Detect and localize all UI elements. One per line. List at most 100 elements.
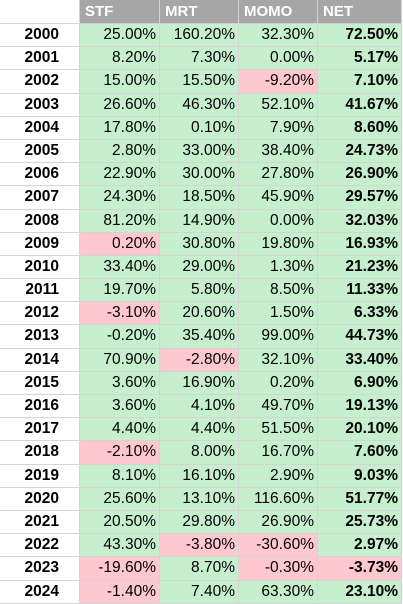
stf-value-cell[interactable]: 8.20%	[80, 47, 160, 71]
year-cell[interactable]: 2019	[0, 464, 80, 488]
momo-value-cell[interactable]: 63.30%	[239, 580, 318, 604]
year-cell[interactable]: 2013	[0, 325, 80, 349]
momo-value-cell[interactable]: 2.90%	[239, 464, 318, 488]
net-value-cell[interactable]: 23.10%	[318, 580, 402, 604]
stf-value-cell[interactable]: 17.80%	[80, 116, 160, 140]
momo-value-cell[interactable]: 27.80%	[239, 163, 318, 187]
momo-value-cell[interactable]: 99.00%	[239, 325, 318, 349]
stf-value-cell[interactable]: 25.00%	[80, 24, 160, 48]
year-cell[interactable]: 2006	[0, 163, 80, 187]
stf-value-cell[interactable]: 43.30%	[80, 534, 160, 558]
net-value-cell[interactable]: 51.77%	[318, 487, 402, 511]
year-cell[interactable]: 2020	[0, 487, 80, 511]
momo-value-cell[interactable]: 32.10%	[239, 348, 318, 372]
mrt-value-cell[interactable]: 4.10%	[160, 395, 239, 419]
stf-value-cell[interactable]: -0.20%	[80, 325, 160, 349]
stf-value-cell[interactable]: 24.30%	[80, 186, 160, 210]
momo-value-cell[interactable]: 49.70%	[239, 395, 318, 419]
momo-value-cell[interactable]: 32.30%	[239, 24, 318, 48]
year-cell[interactable]: 2010	[0, 255, 80, 280]
column-header-net[interactable]: NET	[318, 0, 402, 24]
year-cell[interactable]: 2008	[0, 209, 80, 233]
momo-value-cell[interactable]: 1.50%	[239, 302, 318, 326]
mrt-value-cell[interactable]: 18.50%	[160, 186, 239, 210]
stf-value-cell[interactable]: -1.40%	[80, 580, 160, 604]
momo-value-cell[interactable]: 0.20%	[239, 371, 318, 395]
mrt-value-cell[interactable]: 4.40%	[160, 418, 239, 442]
stf-value-cell[interactable]: 19.70%	[80, 279, 160, 303]
net-value-cell[interactable]: 6.90%	[318, 371, 402, 395]
momo-value-cell[interactable]: 52.10%	[239, 93, 318, 117]
stf-value-cell[interactable]: 20.50%	[80, 510, 160, 535]
momo-value-cell[interactable]: 7.90%	[239, 116, 318, 140]
net-value-cell[interactable]: 6.33%	[318, 302, 402, 326]
net-value-cell[interactable]: 19.13%	[318, 395, 402, 419]
mrt-value-cell[interactable]: 5.80%	[160, 279, 239, 303]
stf-value-cell[interactable]: 22.90%	[80, 163, 160, 187]
column-header-momo[interactable]: MOMO	[239, 0, 318, 24]
year-cell[interactable]: 2015	[0, 371, 80, 395]
net-value-cell[interactable]: 5.17%	[318, 47, 402, 71]
year-cell[interactable]: 2016	[0, 395, 80, 419]
net-value-cell[interactable]: 9.03%	[318, 464, 402, 488]
mrt-value-cell[interactable]: 13.10%	[160, 487, 239, 511]
net-value-cell[interactable]: 44.73%	[318, 325, 402, 349]
momo-value-cell[interactable]: 38.40%	[239, 139, 318, 164]
mrt-value-cell[interactable]: 33.00%	[160, 139, 239, 164]
year-cell[interactable]: 2018	[0, 441, 80, 465]
mrt-value-cell[interactable]: 0.10%	[160, 116, 239, 140]
mrt-value-cell[interactable]: 15.50%	[160, 70, 239, 94]
year-cell[interactable]: 2001	[0, 47, 80, 71]
momo-value-cell[interactable]: -0.30%	[239, 557, 318, 581]
year-cell[interactable]: 2022	[0, 534, 80, 558]
net-value-cell[interactable]: 7.60%	[318, 441, 402, 465]
mrt-value-cell[interactable]: 160.20%	[160, 24, 239, 48]
momo-value-cell[interactable]: 116.60%	[239, 487, 318, 511]
momo-value-cell[interactable]: 16.70%	[239, 441, 318, 465]
stf-value-cell[interactable]: 70.90%	[80, 348, 160, 372]
mrt-value-cell[interactable]: 20.60%	[160, 302, 239, 326]
net-value-cell[interactable]: 20.10%	[318, 418, 402, 442]
mrt-value-cell[interactable]: 14.90%	[160, 209, 239, 233]
stf-value-cell[interactable]: 3.60%	[80, 371, 160, 395]
column-header-mrt[interactable]: MRT	[160, 0, 239, 24]
year-cell[interactable]: 2014	[0, 348, 80, 372]
net-value-cell[interactable]: 11.33%	[318, 279, 402, 303]
momo-value-cell[interactable]: -9.20%	[239, 70, 318, 94]
year-cell[interactable]: 2011	[0, 279, 80, 303]
net-value-cell[interactable]: 25.73%	[318, 510, 402, 535]
net-value-cell[interactable]: 21.23%	[318, 255, 402, 280]
mrt-value-cell[interactable]: 8.70%	[160, 557, 239, 581]
year-cell[interactable]: 2007	[0, 186, 80, 210]
corner-cell[interactable]	[0, 0, 80, 24]
momo-value-cell[interactable]: 1.30%	[239, 255, 318, 280]
stf-value-cell[interactable]: 4.40%	[80, 418, 160, 442]
mrt-value-cell[interactable]: -2.80%	[160, 348, 239, 372]
mrt-value-cell[interactable]: 35.40%	[160, 325, 239, 349]
stf-value-cell[interactable]: 33.40%	[80, 255, 160, 280]
momo-value-cell[interactable]: 8.50%	[239, 279, 318, 303]
mrt-value-cell[interactable]: 30.00%	[160, 163, 239, 187]
year-cell[interactable]: 2024	[0, 580, 80, 604]
year-cell[interactable]: 2023	[0, 557, 80, 581]
stf-value-cell[interactable]: -3.10%	[80, 302, 160, 326]
net-value-cell[interactable]: 32.03%	[318, 209, 402, 233]
stf-value-cell[interactable]: 25.60%	[80, 487, 160, 511]
year-cell[interactable]: 2003	[0, 93, 80, 117]
stf-value-cell[interactable]: -19.60%	[80, 557, 160, 581]
stf-value-cell[interactable]: 2.80%	[80, 139, 160, 164]
mrt-value-cell[interactable]: 46.30%	[160, 93, 239, 117]
mrt-value-cell[interactable]: -3.80%	[160, 534, 239, 558]
net-value-cell[interactable]: 29.57%	[318, 186, 402, 210]
year-cell[interactable]: 2005	[0, 139, 80, 164]
year-cell[interactable]: 2000	[0, 24, 80, 48]
stf-value-cell[interactable]: -2.10%	[80, 441, 160, 465]
mrt-value-cell[interactable]: 30.80%	[160, 232, 239, 256]
mrt-value-cell[interactable]: 8.00%	[160, 441, 239, 465]
net-value-cell[interactable]: 24.73%	[318, 139, 402, 164]
year-cell[interactable]: 2002	[0, 70, 80, 94]
mrt-value-cell[interactable]: 7.30%	[160, 47, 239, 71]
mrt-value-cell[interactable]: 29.00%	[160, 255, 239, 280]
net-value-cell[interactable]: 7.10%	[318, 70, 402, 94]
mrt-value-cell[interactable]: 7.40%	[160, 580, 239, 604]
